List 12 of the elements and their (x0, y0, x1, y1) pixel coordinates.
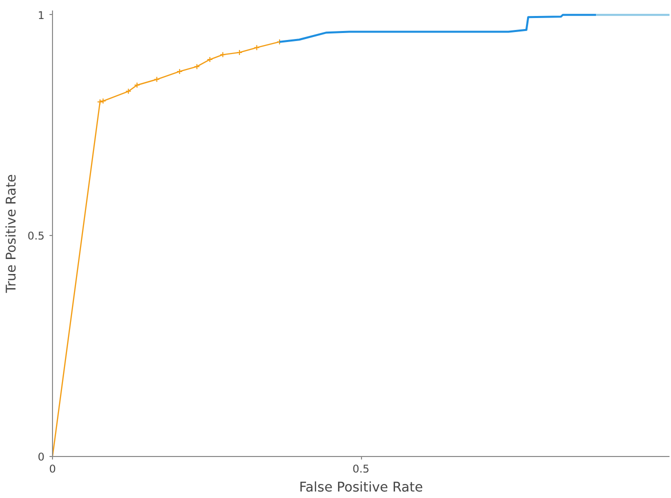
y-tick-label: 0 (38, 450, 45, 464)
x-axis-title: False Positive Rate (299, 480, 423, 496)
y-tick-label: 0.5 (28, 230, 45, 243)
line-series (278, 14, 598, 43)
point (194, 64, 200, 70)
point (254, 44, 260, 51)
y-axis-title: True Positive Rate (4, 174, 20, 294)
y-tick-label: 1 (38, 8, 44, 22)
point (154, 76, 160, 82)
point (134, 82, 140, 88)
point (125, 88, 132, 94)
point (220, 52, 226, 58)
